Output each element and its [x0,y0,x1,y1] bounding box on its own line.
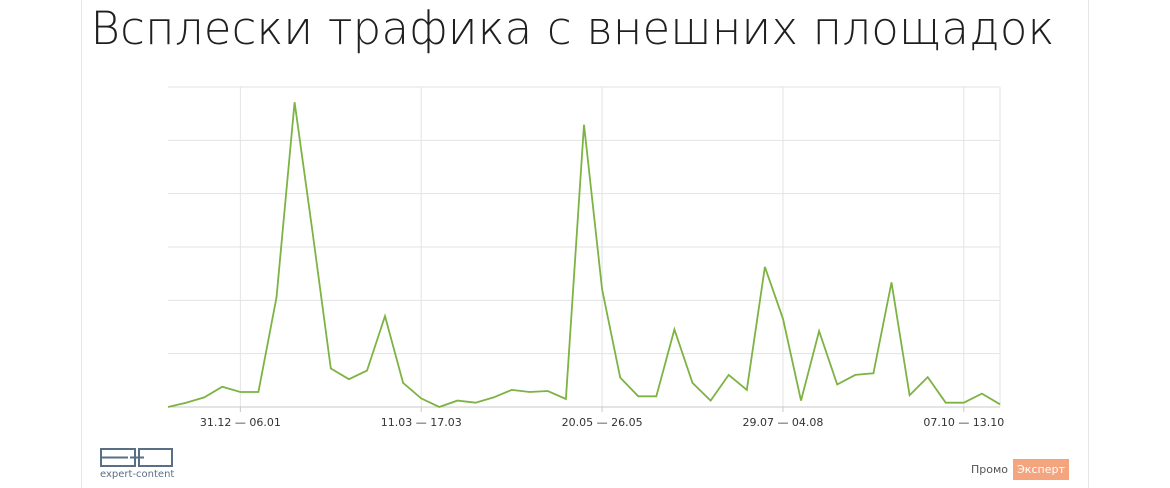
x-tick-label: 11.03 — 17.03 [381,416,462,429]
expert-content-logo [100,448,174,472]
x-tick-label: 31.12 — 06.01 [200,416,281,429]
x-tick-label: 20.05 — 26.05 [562,416,643,429]
x-tick-label: 29.07 — 04.08 [742,416,823,429]
x-tick-label: 07.10 — 13.10 [923,416,1004,429]
logo-caption: expert-content [100,469,175,480]
promo-text: Промо [971,463,1009,476]
traffic-series-line [167,102,1001,408]
slide-border-right [1088,0,1089,488]
logo-icon [100,448,173,467]
slide-border-left [81,0,82,488]
page-title: Всплески трафика с внешних площадок [90,2,1055,55]
traffic-chart: 31.12 — 06.01 11.03 — 17.03 20.05 — 26.05 2… [167,86,1004,429]
promo-badge: Эксперт [1013,459,1069,480]
